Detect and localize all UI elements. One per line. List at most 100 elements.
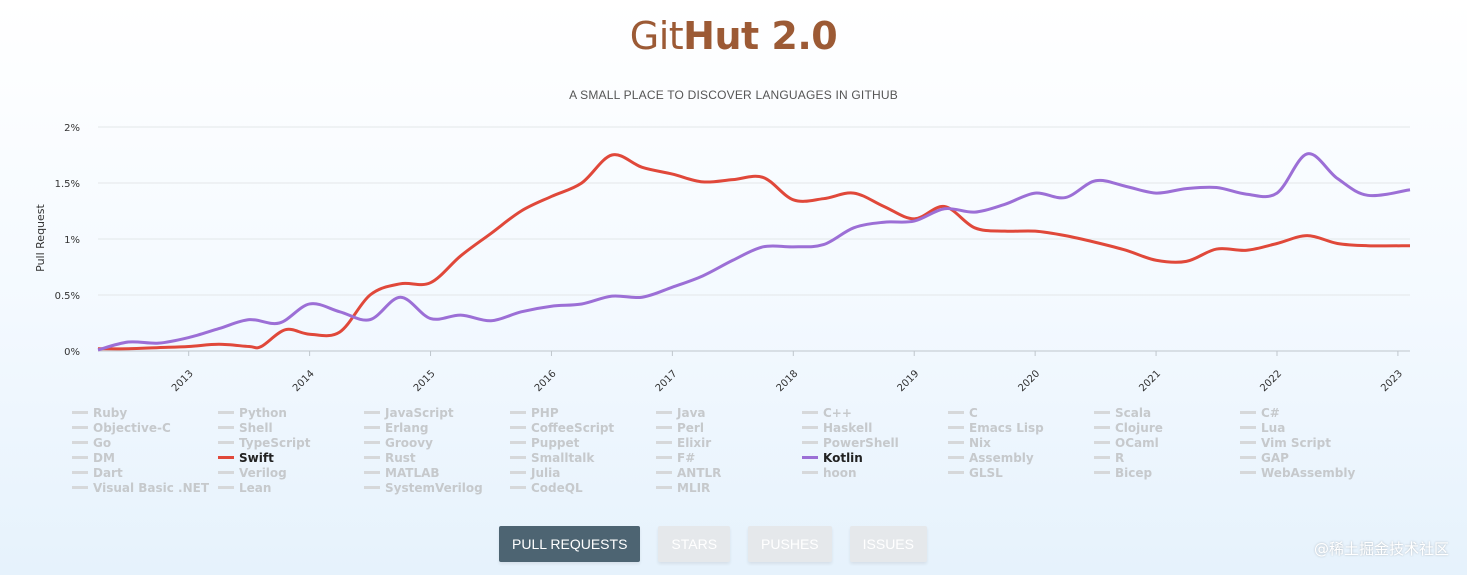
legend-item-bicep[interactable]: Bicep [1094,466,1240,480]
legend-item-lua[interactable]: Lua [1240,421,1386,435]
legend-item-smalltalk[interactable]: Smalltalk [510,451,656,465]
legend-item-puppet[interactable]: Puppet [510,436,656,450]
legend-swatch [72,411,88,414]
legend-item-mlir[interactable]: MLIR [656,481,802,495]
legend-item-codeql[interactable]: CodeQL [510,481,656,495]
legend-label: ANTLR [677,466,722,480]
x-tick-label: 2017 [654,368,680,394]
x-tick-label: 2014 [291,368,317,394]
legend-label: Erlang [385,421,429,435]
site-title-light: Git [629,14,684,58]
legend-item-kotlin[interactable]: Kotlin [802,451,948,465]
tab-pushes[interactable]: PUSHES [748,526,832,562]
legend-label: JavaScript [385,406,454,420]
legend-item-assembly[interactable]: Assembly [948,451,1094,465]
legend-item-visual-basic-net[interactable]: Visual Basic .NET [72,481,218,495]
legend-item-julia[interactable]: Julia [510,466,656,480]
legend-item-matlab[interactable]: MATLAB [364,466,510,480]
legend-label: Shell [239,421,273,435]
legend-swatch [510,456,526,459]
legend-swatch [72,486,88,489]
legend-swatch [510,486,526,489]
legend-item-go[interactable]: Go [72,436,218,450]
legend-item-powershell[interactable]: PowerShell [802,436,948,450]
legend-item-erlang[interactable]: Erlang [364,421,510,435]
legend-swatch [72,426,88,429]
legend-label: F# [677,451,696,465]
legend-item-hoon[interactable]: hoon [802,466,948,480]
legend-swatch [1094,426,1110,429]
legend-item-java[interactable]: Java [656,406,802,420]
language-legend: Ruby Python JavaScript PHP Java C++ C Scala C# Ob… [72,406,1392,495]
legend-item-perl[interactable]: Perl [656,421,802,435]
legend-item-webassembly[interactable]: WebAssembly [1240,466,1386,480]
legend-item-clojure[interactable]: Clojure [1094,421,1240,435]
legend-label: Elixir [677,436,712,450]
legend-item-antlr[interactable]: ANTLR [656,466,802,480]
legend-item-haskell[interactable]: Haskell [802,421,948,435]
legend-item-scala[interactable]: Scala [1094,406,1240,420]
legend-swatch [1240,411,1256,414]
legend-swatch [1094,441,1110,444]
legend-item-rust[interactable]: Rust [364,451,510,465]
legend-label: Visual Basic .NET [93,481,210,495]
legend-label: hoon [823,466,857,480]
legend-item-objective-c[interactable]: Objective-C [72,421,218,435]
legend-swatch [510,426,526,429]
legend-item-c-[interactable]: C# [1240,406,1386,420]
x-tick-label: 2021 [1137,368,1163,394]
x-tick-label: 2016 [533,368,559,394]
legend-item-swift[interactable]: Swift [218,451,364,465]
legend-swatch [1094,456,1110,459]
legend-label: Verilog [239,466,287,480]
legend-swatch [364,471,380,474]
legend-item-systemverilog[interactable]: SystemVerilog [364,481,510,495]
legend-swatch [218,426,234,429]
y-tick-label: 0% [64,347,80,358]
legend-item-php[interactable]: PHP [510,406,656,420]
y-axis-ticks: 0% 0.5% 1% 1.5% 2% [55,123,80,358]
x-axis-ticks: 2013 2014 2015 2016 2017 2018 2019 2020 2021 2022… [170,351,1405,394]
legend-label: Emacs Lisp [969,421,1044,435]
tab-issues[interactable]: ISSUES [849,526,927,562]
legend-swatch [364,486,380,489]
y-tick-label: 1% [64,235,80,246]
legend-item-ruby[interactable]: Ruby [72,406,218,420]
legend-item-emacs-lisp[interactable]: Emacs Lisp [948,421,1094,435]
legend-label: Smalltalk [531,451,595,465]
legend-item-nix[interactable]: Nix [948,436,1094,450]
legend-label: Python [239,406,287,420]
legend-item-c-[interactable]: C++ [802,406,948,420]
legend-item-typescript[interactable]: TypeScript [218,436,364,450]
legend-item-elixir[interactable]: Elixir [656,436,802,450]
legend-item-python[interactable]: Python [218,406,364,420]
legend-item-r[interactable]: R [1094,451,1240,465]
legend-item-f-[interactable]: F# [656,451,802,465]
legend-item-dm[interactable]: DM [72,451,218,465]
legend-swatch [218,441,234,444]
legend-label: Swift [239,451,274,465]
tab-stars[interactable]: STARS [658,526,731,562]
legend-item-glsl[interactable]: GLSL [948,466,1094,480]
legend-swatch [218,486,234,489]
legend-item-shell[interactable]: Shell [218,421,364,435]
site-title: GitHut 2.0 [0,14,1467,58]
legend-item-ocaml[interactable]: OCaml [1094,436,1240,450]
legend-swatch [1094,411,1110,414]
legend-item-javascript[interactable]: JavaScript [364,406,510,420]
legend-item-groovy[interactable]: Groovy [364,436,510,450]
legend-label: C++ [823,406,852,420]
legend-item-verilog[interactable]: Verilog [218,466,364,480]
legend-label: Groovy [385,436,433,450]
legend-item-dart[interactable]: Dart [72,466,218,480]
legend-label: Lua [1261,421,1286,435]
legend-item-vim-script[interactable]: Vim Script [1240,436,1386,450]
tab-pull-requests[interactable]: PULL REQUESTS [499,526,641,562]
legend-item-c[interactable]: C [948,406,1094,420]
legend-swatch [218,411,234,414]
x-tick-label: 2020 [1016,368,1042,394]
legend-label: Clojure [1115,421,1163,435]
legend-item-coffeescript[interactable]: CoffeeScript [510,421,656,435]
legend-item-lean[interactable]: Lean [218,481,364,495]
legend-item-gap[interactable]: GAP [1240,451,1386,465]
